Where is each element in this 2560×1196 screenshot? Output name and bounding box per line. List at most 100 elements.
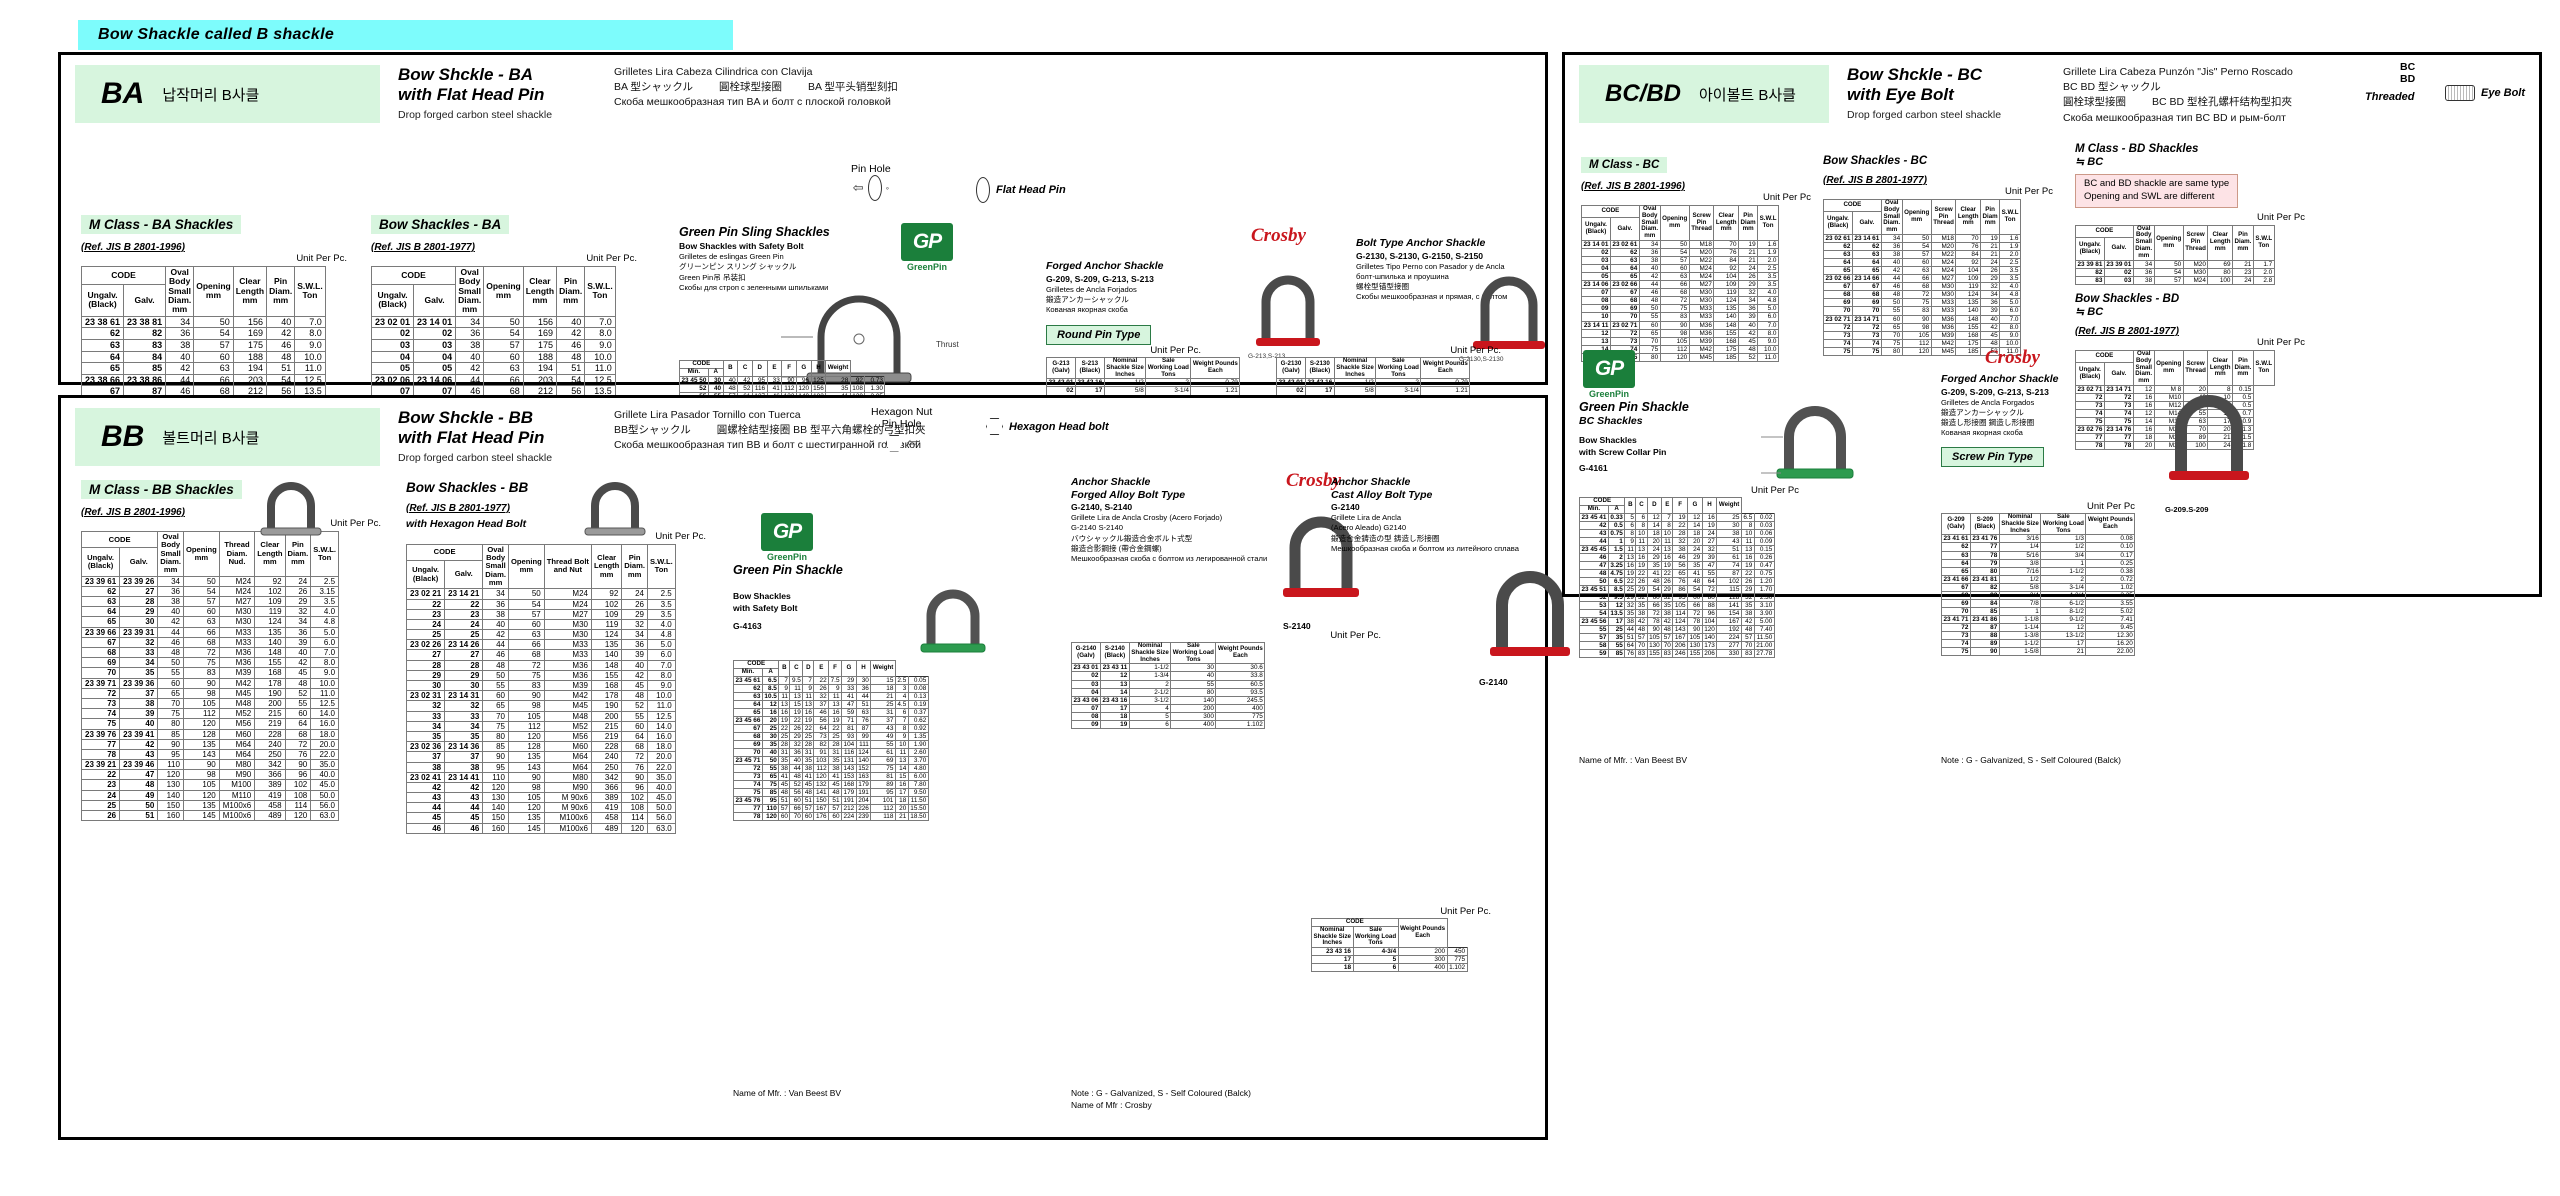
table-cell: 228	[590, 741, 623, 753]
table-cell: 03	[1071, 679, 1101, 689]
col-header: S-2130 (Black)	[1304, 356, 1335, 380]
table-row: 23 42 01 23 42 16 1/2 2 0.79	[1276, 378, 1471, 388]
table-cell: 66	[483, 373, 524, 387]
gp-4163-sub1: Bow Shackles	[733, 591, 791, 601]
table-cell: 75	[1880, 338, 1903, 348]
table-row: 77 42 90 135 M64 240 72 20.0	[80, 738, 340, 750]
table-cell: 32	[621, 618, 648, 631]
table-cell: 11	[894, 748, 909, 758]
table-cell: 62	[1851, 242, 1882, 252]
table-cell: 72	[80, 687, 121, 699]
table-cell: 16	[778, 707, 791, 717]
table-cell: 3.15	[310, 585, 340, 598]
table-cell: M 90x6	[543, 792, 592, 804]
table-cell: 5/16	[1998, 550, 2042, 560]
table-row: 23 14 11 23 02 71 60 90 M36 148 40 7.0	[1581, 320, 1779, 330]
anchor-g2140-codes: G-2140, S-2140	[1071, 502, 1133, 513]
table-row: 46 2 13 16 29 16 46 29 39 61 16 0.26	[1579, 552, 1775, 562]
col-header: S.W.L. Ton	[584, 266, 616, 317]
table-cell: 51	[119, 810, 159, 822]
table-cell: 64	[1609, 264, 1640, 274]
green-pin-sling-block: Green Pin Sling Shackles Bow Shackles wi…	[679, 225, 1009, 293]
bcbd-multilingual-block: Grillete Lira Cabeza Punzón "Jis" Perno …	[2063, 65, 2293, 126]
table-cell: 19	[1701, 520, 1718, 530]
table-cell: 75	[482, 720, 509, 732]
table-cell: M100x6	[218, 810, 256, 822]
ba-pin-hole-legend: Pin Hole ⇦ ◦	[851, 163, 891, 201]
col-header: Oval Body Small Diam. mm	[2132, 224, 2155, 261]
table-cell: 70	[482, 710, 509, 722]
gp-sling-title: Green Pin Sling Shackles	[679, 225, 830, 239]
table-row: 74 74 12 M14 55 17 0.7	[2075, 409, 2275, 419]
table-cell: 75	[1941, 647, 1971, 657]
table-cell: 90	[182, 677, 220, 689]
table-cell: 11.50	[907, 796, 929, 806]
table-cell: 63.0	[310, 810, 340, 822]
ba-shackles-unit: Unit Per Pc.	[586, 253, 637, 264]
table-cell: 92	[1713, 264, 1739, 274]
table-cell: 22	[813, 675, 830, 685]
table-cell: 8-1/2	[2040, 606, 2087, 616]
bc-m-class-unit: Unit Per Pc	[1762, 192, 1811, 203]
table-cell: 1.9	[1999, 242, 2021, 252]
table-row: 13 73 70 105 M39 168 45 9.0	[1581, 336, 1779, 346]
table-row: 28 28 48 72 M36 148 40 7.0	[405, 659, 676, 671]
table-cell: 34	[444, 720, 484, 732]
table-cell: 20	[1687, 536, 1703, 546]
table-cell: 8	[894, 723, 909, 733]
table-cell: 23 42 16	[1304, 378, 1335, 388]
table-cell: M100x6	[543, 822, 592, 834]
table-cell: 9.0	[310, 667, 340, 679]
bc-m-class-title: M Class - BC	[1581, 157, 1668, 173]
table-cell: 45.0	[646, 792, 676, 804]
table-cell: 76	[621, 761, 648, 773]
table-cell: 42	[1740, 617, 1755, 627]
table-row: 23 45 76 95 51 60 51 150 51 191 204 101 18 11.50	[733, 796, 929, 806]
table-row: 23 38 61 23 38 81 34 50 156 40 7.0	[80, 315, 326, 329]
table-cell: 22	[1635, 568, 1648, 579]
table-cell: M33	[1688, 304, 1715, 314]
table-cell: 83	[1661, 649, 1674, 659]
table-cell: 10.0	[1999, 338, 2021, 348]
col-header: S-209 (Black)	[1969, 512, 2000, 536]
table-cell: 44	[157, 626, 184, 638]
table-cell: 40	[761, 748, 780, 758]
table-cell: 22	[1740, 568, 1755, 579]
table-cell: 112	[1659, 344, 1690, 354]
col-header: Sale Working Load Tons	[2040, 512, 2087, 536]
table-cell: 48	[1880, 290, 1903, 300]
table-cell: 200	[1397, 947, 1448, 957]
flat-head-pin-icon	[976, 177, 990, 203]
table-cell: 19	[778, 715, 791, 725]
col-header: Galv.	[413, 284, 457, 317]
table-cell: 169	[232, 327, 268, 340]
table-row: 47 3.25 16 19 35 19 56 35 47 74 19 0.47	[1579, 560, 1775, 570]
table-cell: 20	[894, 804, 909, 814]
table-cell: 23 38 81	[123, 315, 167, 329]
table-cell: 16.20	[2085, 639, 2136, 649]
table-cell: 145	[507, 822, 545, 834]
banner-title: Bow Shackle called B shackle	[98, 26, 335, 43]
table-cell: 67	[733, 723, 763, 733]
table-cell: 11.0	[1757, 352, 1779, 362]
table-cell: 93	[841, 731, 857, 742]
table-row: 23 39 21 23 39 46 110 90 M80 342 90 35.0	[80, 759, 340, 771]
table-cell: 105	[1659, 336, 1690, 346]
table-row: 23 02 61 23 14 61 34 50 M18 70 19 1.6	[1823, 234, 2021, 244]
col-header: Galv.	[119, 547, 159, 577]
table-cell: 44	[482, 639, 509, 651]
table-row: 03 63 38 57 M22 84 21 2.0	[1581, 256, 1779, 266]
table-cell: 83	[1969, 590, 2000, 600]
table-row: 63 78 5/16 3/4 0.17	[1941, 550, 2136, 560]
col-header: Pin Diam. mm	[2232, 224, 2254, 261]
table-cell: 34	[284, 616, 312, 628]
bcbd-title-line1: Bow Shckle - BC	[1847, 65, 1983, 84]
table-row: 23 02 36 23 14 36 85 128 M60 228 68 18.0	[405, 741, 676, 753]
table-cell: 41	[778, 772, 791, 782]
table-row: 08 68 48 72 M30 124 34 4.8	[1581, 296, 1779, 306]
table-cell: 2	[1128, 679, 1172, 689]
table-cell: 1-1/2	[1128, 663, 1172, 673]
table-cell: 31	[828, 748, 843, 758]
table-cell: 40	[1880, 258, 1903, 268]
table-cell: 83	[1740, 649, 1755, 659]
